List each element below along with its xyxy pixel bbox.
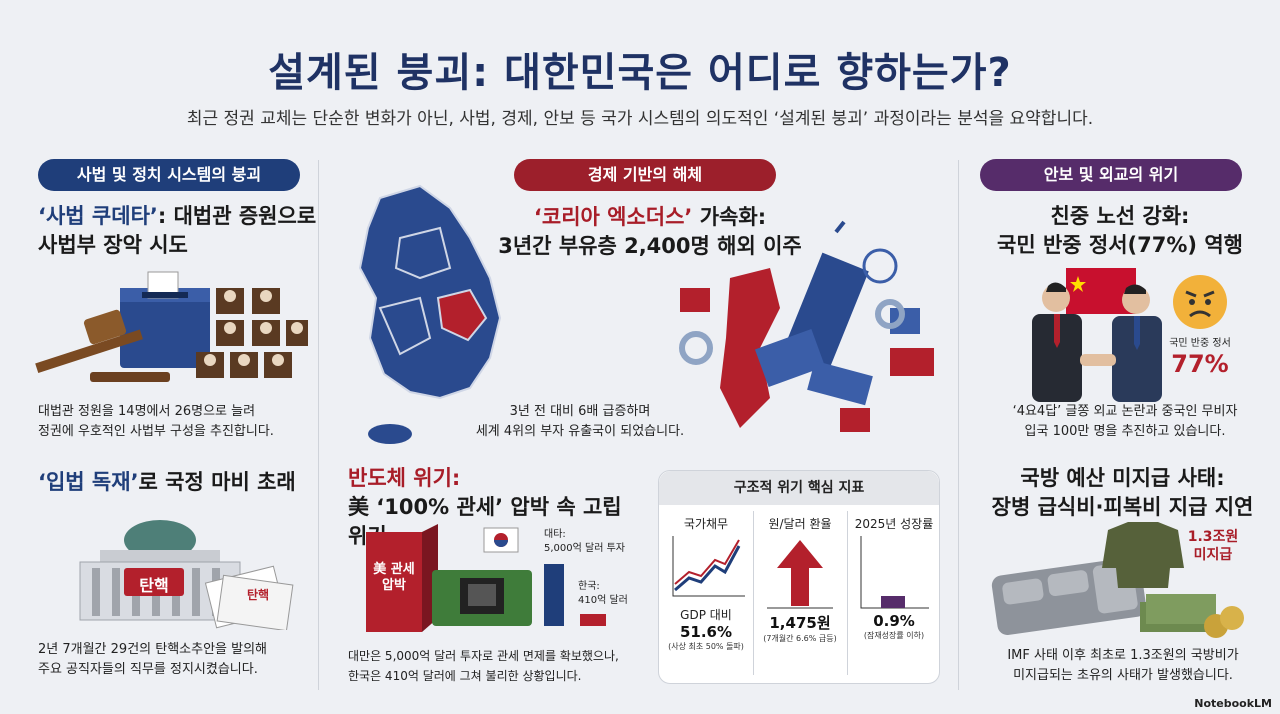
desc-line1: 3년 전 대비 6배 급증하며: [509, 404, 651, 419]
kpi-label: 2025년 성장률: [854, 517, 934, 531]
kpi-label: 국가채무: [683, 517, 729, 531]
impeachment-stamp: 탄핵: [139, 576, 169, 595]
heading-highlight: ‘입법 독재’: [38, 470, 139, 494]
unpaid-amount-badge: 1.3조원 미지급: [1176, 528, 1250, 564]
kpi-value-prefix: GDP 대비: [680, 608, 732, 622]
pro-china-desc: ‘4요4답’ 글쫑 외교 논란과 중국인 무비자 입국 100만 명을 추진하고…: [980, 402, 1270, 442]
section-pill-economy: 경제 기반의 해체: [514, 159, 776, 191]
korea-map-illustration: [358, 184, 502, 444]
heading-rest: 가속화:: [692, 205, 767, 229]
kpi-exchange-rate: 원/달러 환율 1,475원 (7개월간 6.6% 급등): [753, 511, 847, 679]
kpi-title: 구조적 위기 핵심 지표: [659, 471, 939, 505]
label-line2: 5,000억 달러 투자: [544, 543, 625, 554]
sentiment-value: 77%: [1171, 350, 1229, 378]
heading-line2: 美 ‘100% 관세’ 압박 속 고립 위기: [348, 495, 622, 548]
up-arrow-icon: [767, 540, 833, 609]
kpi-value: 51.6%: [679, 623, 733, 641]
divider-right: [958, 160, 959, 690]
judicial-coup-desc: 대법관 정원을 14명에서 26명으로 늘려 정권에 우호적인 사법부 구성을 …: [38, 402, 318, 442]
growth-bar-icon: [860, 536, 929, 609]
heading-line1: 국방 예산 미지급 사태:: [1020, 466, 1225, 490]
taiwan-investment-bar: [544, 564, 564, 626]
desc-line2: 주요 공직자들의 직무를 정지시켰습니다.: [38, 662, 258, 677]
exodus-desc: 3년 전 대비 6배 급증하며 세계 4위의 부자 유출국이 되었습니다.: [430, 402, 730, 442]
desc-line2: 세계 4위의 부자 유출국이 되었습니다.: [475, 424, 685, 439]
desc-line1: ‘4요4답’ 글쫑 외교 논란과 중국인 무비자: [1012, 404, 1238, 419]
section-pill-security: 안보 및 외교의 위기: [980, 159, 1242, 191]
gavel-ballot-illustration: [35, 271, 308, 382]
judicial-coup-heading: ‘사법 쿠데타’: 대법관 증원으로 사법부 장악 시도: [38, 202, 318, 260]
heading-highlight: ‘사법 쿠데타’: [38, 204, 158, 228]
kpi-divider: [753, 511, 754, 675]
taiwan-bar-label: 대타: 5,000억 달러 투자: [544, 528, 625, 556]
korea-investment-bar: [580, 614, 606, 626]
sentiment-label: 국민 반중 정서: [1169, 338, 1231, 349]
badge-line1: 1.3조원: [1187, 529, 1239, 545]
desc-line2: 한국은 410억 달러에 그쳐 불리한 상황입니다.: [348, 669, 582, 683]
heading-rest: 로 국정 마비 초래: [138, 470, 296, 494]
impeachment-paper: 탄핵: [246, 588, 270, 602]
divider-left: [318, 160, 319, 690]
semiconductor-illustration: [366, 524, 532, 632]
kpi-note: (7개월간 6.6% 급등): [763, 634, 837, 643]
debt-trend-icon: [672, 536, 745, 597]
angry-face-icon: [1173, 275, 1227, 329]
desc-line2: 입국 100만 명을 추진하고 있습니다.: [1024, 424, 1226, 439]
desc-line1: 대법관 정원을 14명에서 26명으로 늘려: [38, 404, 256, 419]
label-line1: 대타:: [544, 529, 566, 540]
kpi-national-debt: 국가채무 GDP 대비 51.6% (사상 최초 50% 돌파): [659, 511, 753, 679]
korea-bar-label: 한국: 410억 달러: [578, 580, 628, 608]
national-assembly-illustration: [79, 520, 294, 630]
desc-line2: 정권에 우호적인 사법부 구성을 추진합니다.: [38, 424, 274, 439]
heading-highlight: 반도체 위기:: [348, 466, 461, 490]
pro-china-heading: 친중 노선 강화: 국민 반중 정서(77%) 역행: [980, 202, 1260, 260]
handshake-illustration: [1032, 268, 1162, 402]
kpi-label: 원/달러 환율: [768, 517, 832, 531]
desc-line1: 대만은 5,000억 달러 투자로 관세 면제를 확보했으나,: [348, 649, 619, 663]
heading-line2: 장병 급식비·피복비 지급 지연: [991, 495, 1254, 519]
defense-budget-heading: 국방 예산 미지급 사태: 장병 급식비·피복비 지급 지연: [975, 464, 1270, 522]
kpi-note: (사상 최초 50% 돌파): [668, 642, 744, 651]
desc-line2: 미지급되는 초유의 사태가 발생했습니다.: [1013, 668, 1233, 683]
heading-rest: : 대법관 증원으로: [157, 204, 317, 228]
legislative-dictatorship-heading: ‘입법 독재’로 국정 마비 초래: [38, 468, 318, 497]
exodus-heading: ‘코리아 엑소더스’ 가속화: 3년간 부유층 2,400명 해외 이주: [480, 203, 820, 261]
kpi-growth-rate: 2025년 성장률 0.9% (잠재성장률 이하): [847, 511, 941, 679]
notebooklm-logo: NotebookLM: [1194, 697, 1272, 710]
defense-budget-desc: IMF 사태 이후 최초로 1.3조원의 국방비가 미지급되는 초유의 사태가 …: [976, 646, 1270, 686]
semiconductor-desc: 대만은 5,000억 달러 투자로 관세 면제를 확보했으나, 한국은 410억…: [348, 646, 658, 686]
label-line2: 410억 달러: [578, 595, 628, 606]
heading-line2: 국민 반중 정서(77%) 역행: [997, 233, 1243, 257]
heading-line2: 사법부 장악 시도: [38, 233, 188, 257]
kpi-value: 1,475원: [769, 614, 831, 632]
legislative-desc: 2년 7개월간 29건의 탄핵소추안을 발의해 주요 공직자들의 직무를 정지시…: [38, 640, 318, 680]
section-pill-judicial: 사법 및 정치 시스템의 붕괴: [38, 159, 300, 191]
desc-line1: IMF 사태 이후 최초로 1.3조원의 국방비가: [1007, 648, 1239, 663]
page-title: 설계된 붕괴: 대한민국은 어디로 향하는가?: [268, 50, 1012, 96]
kpi-divider: [847, 511, 848, 675]
structural-crisis-kpi-panel: 구조적 위기 핵심 지표 국가채무 GDP 대비 51.6% (사상 최초 50…: [658, 470, 940, 684]
semiconductor-heading: 반도체 위기: 美 ‘100% 관세’ 압박 속 고립 위기: [348, 464, 648, 551]
kpi-note: (잠재성장률 이하): [863, 631, 925, 640]
tariff-box-label: 美 관세 압박: [373, 562, 415, 593]
desc-line1: 2년 7개월간 29건의 탄핵소추안을 발의해: [38, 642, 268, 657]
meal-tray-uniform-illustration: [991, 522, 1244, 638]
badge-line2: 미지급: [1193, 547, 1233, 563]
heading-highlight: ‘코리아 엑소더스’: [533, 205, 693, 229]
heading-line2: 3년간 부유층 2,400명 해외 이주: [498, 234, 802, 258]
label-line1: 한국:: [578, 581, 600, 592]
broken-economy-illustration: [679, 220, 934, 432]
heading-line1: 친중 노선 강화:: [1050, 204, 1190, 228]
page-subtitle: 최근 정권 교체는 단순한 변화가 아닌, 사법, 경제, 안보 등 국가 시스…: [186, 109, 1094, 129]
kpi-value: 0.9%: [873, 612, 915, 630]
